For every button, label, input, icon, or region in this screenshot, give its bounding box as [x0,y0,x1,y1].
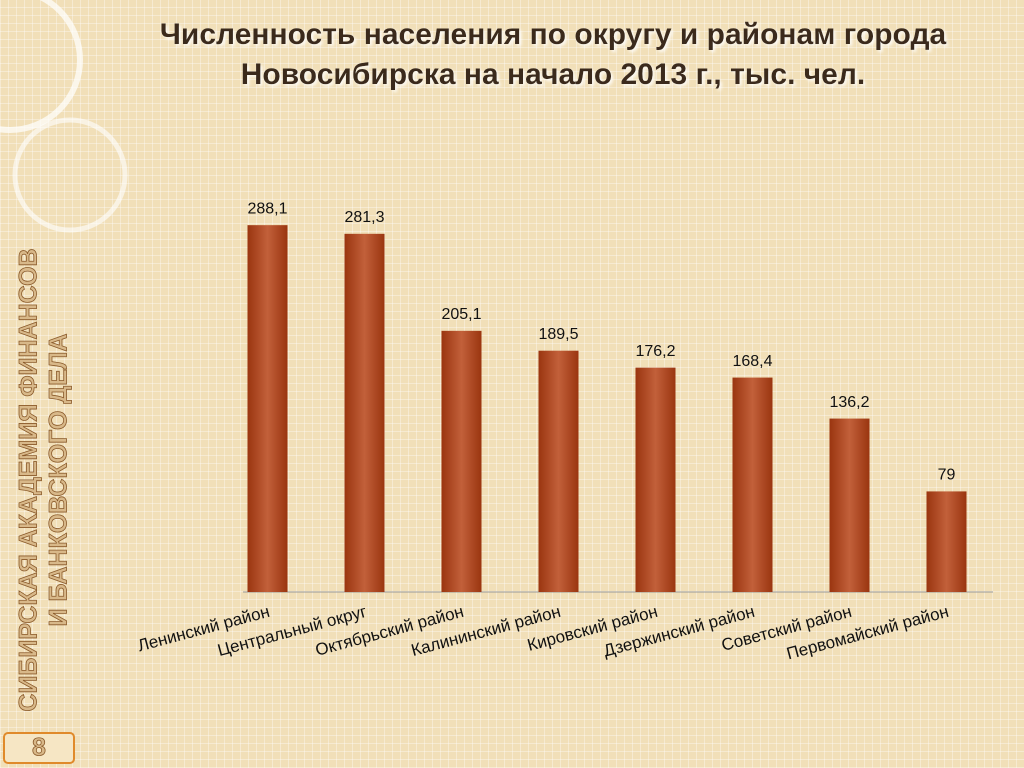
bar [732,377,773,592]
bar [829,418,870,592]
bar [538,350,579,592]
x-tick-label: Первомайский район [784,602,950,664]
value-label: 176,2 [635,343,675,360]
decor-circle [12,117,128,233]
value-label: 136,2 [829,394,869,411]
page-number: 8 [32,734,46,762]
title-line: Численность населения по округу и района… [160,18,947,51]
value-label: 79 [938,467,956,484]
bar [635,367,676,592]
sidebar-text: И БАНКОВСКОГО ДЕЛА [45,334,73,627]
title-line: Новосибирска на начало 2013 г., тыс. чел… [241,58,865,91]
value-label: 189,5 [538,326,578,343]
page-number-box [3,732,75,764]
bar [926,491,967,592]
sidebar-text: СИБИРСКАЯ АКАДЕМИЯ ФИНАНСОВ [15,248,43,711]
value-label: 205,1 [441,306,481,323]
bar [344,233,385,592]
decor-circle [0,0,83,133]
value-label: 288,1 [247,200,287,217]
bar [441,330,482,592]
bar [247,225,288,593]
value-label: 281,3 [344,209,384,226]
value-label: 168,4 [732,353,772,370]
